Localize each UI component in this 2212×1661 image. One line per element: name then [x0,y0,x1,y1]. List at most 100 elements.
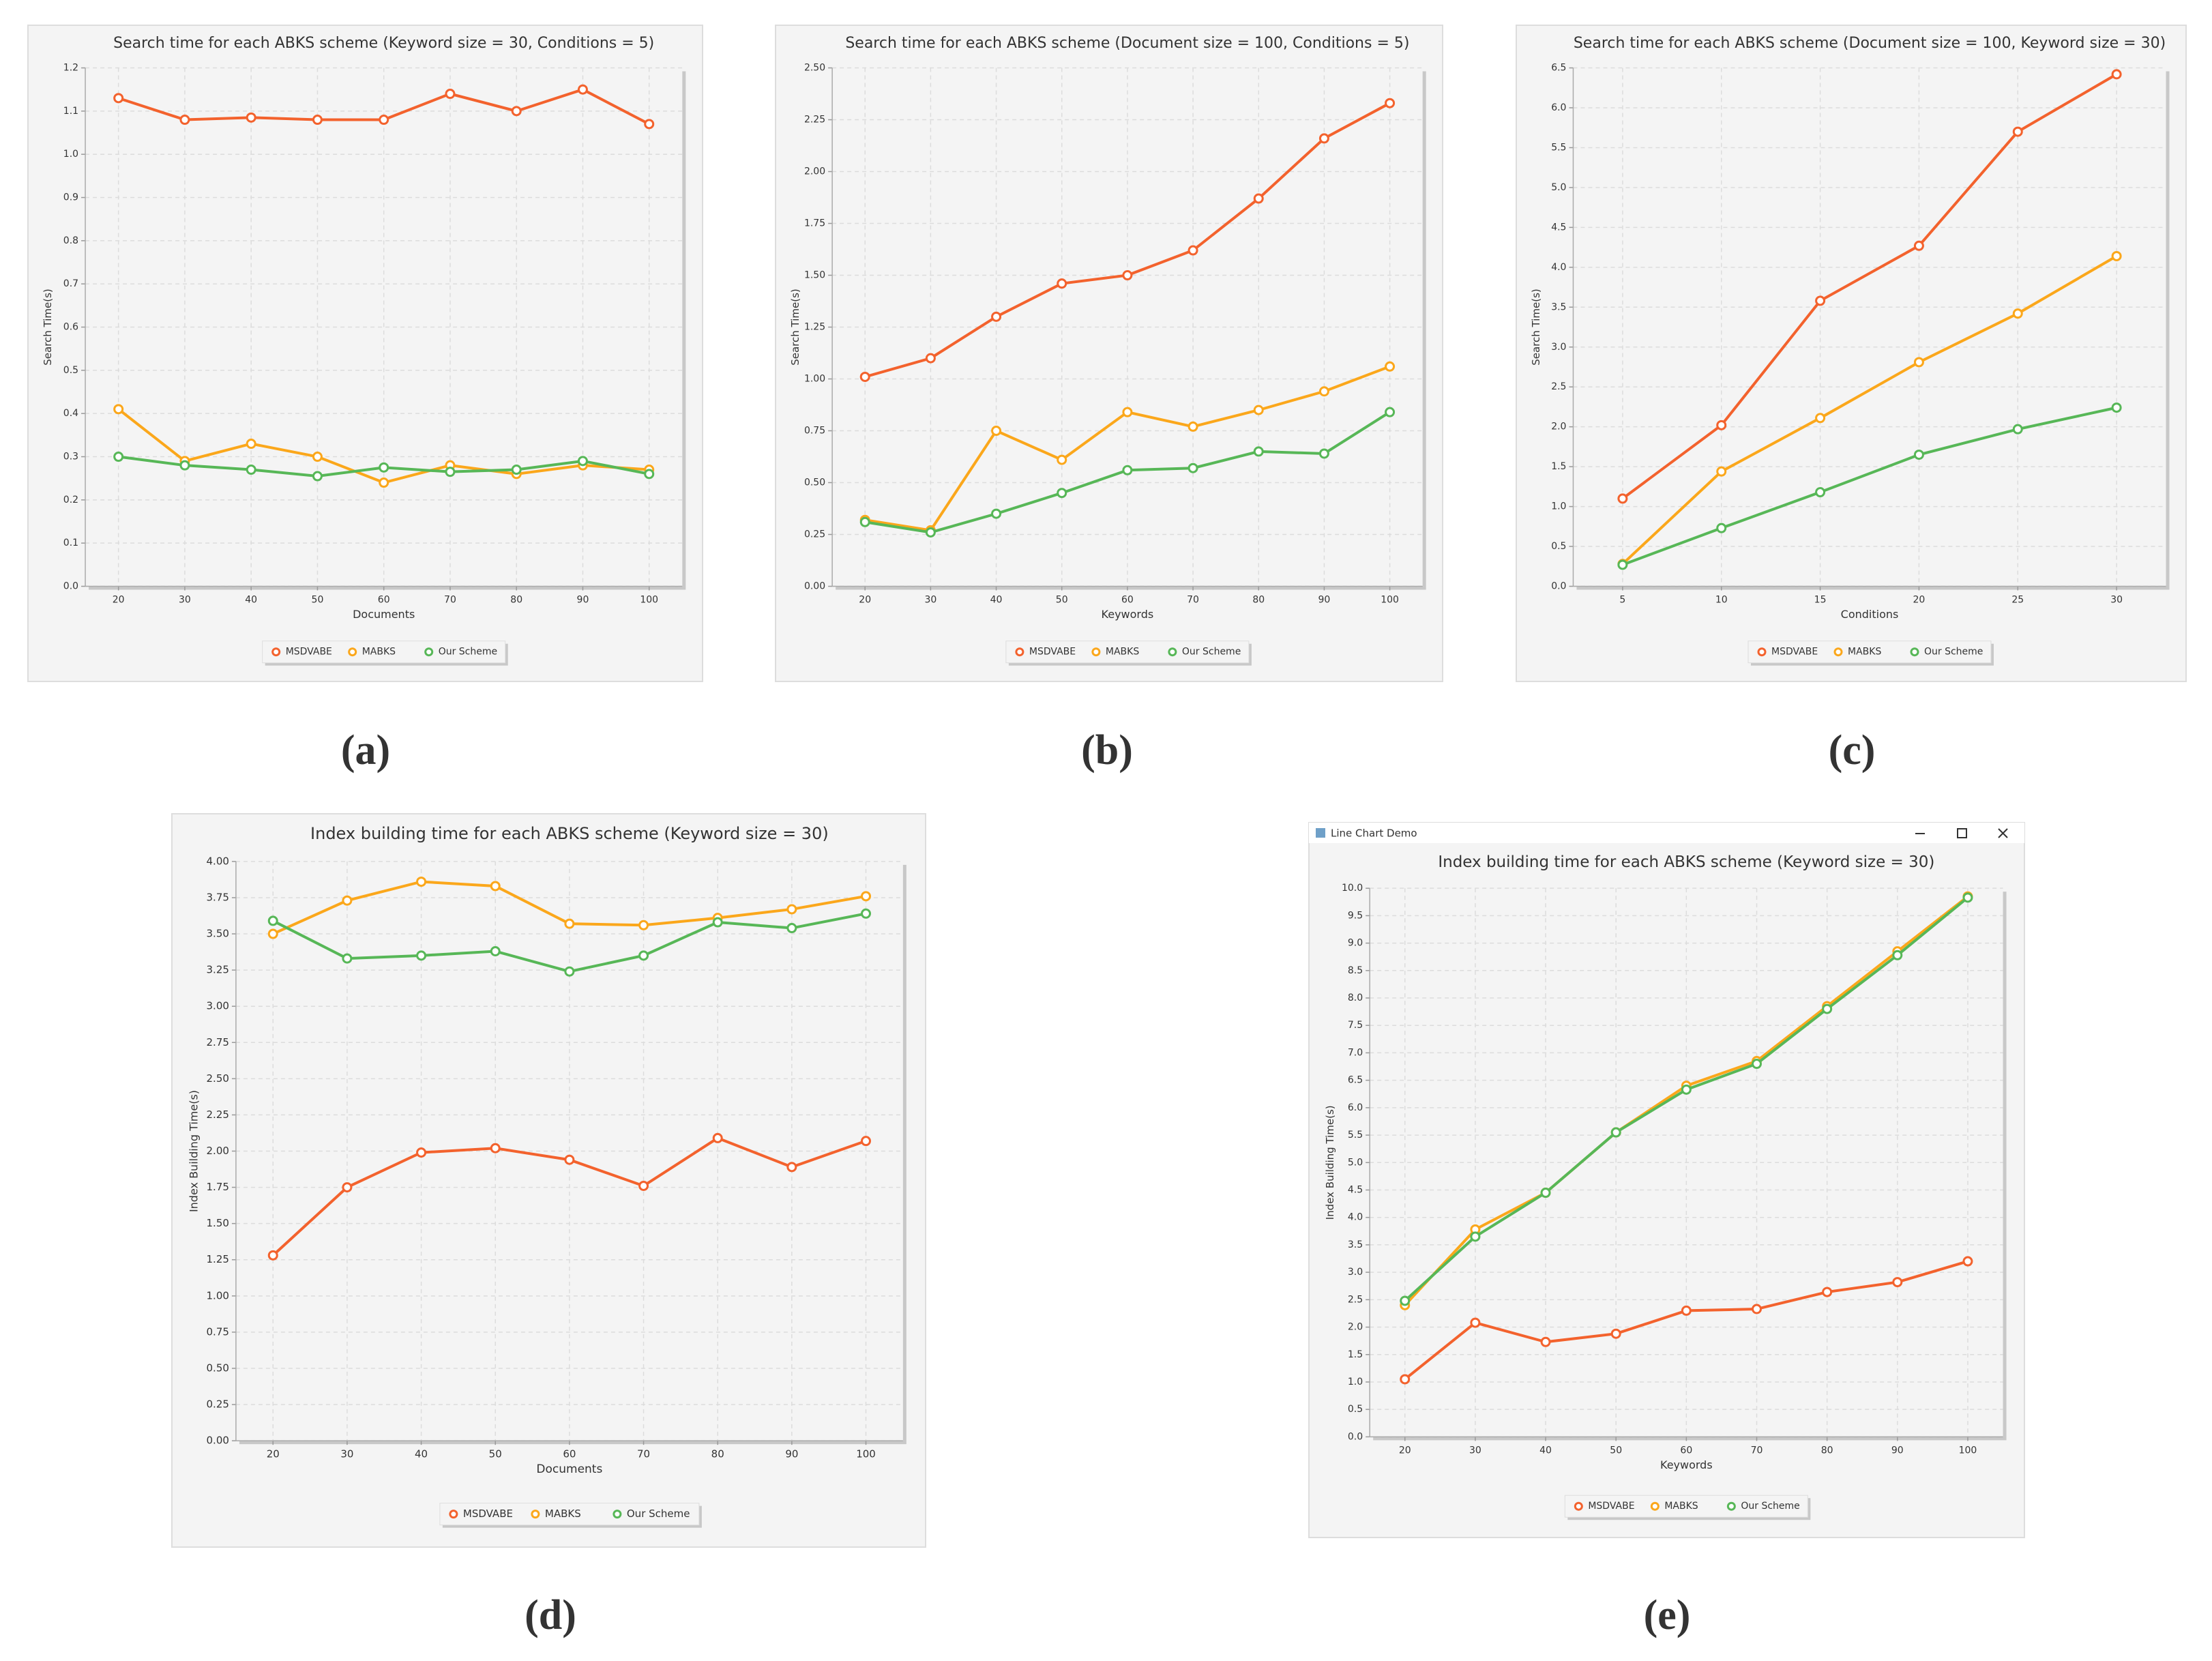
legend-marker [1650,1501,1660,1511]
window-title: Line Chart Demo [1331,827,1417,840]
x-tick-label: 90 [1891,1445,1904,1456]
data-point [925,527,936,538]
data-point [1892,1277,1903,1288]
y-tick-label: 2.50 [207,1072,229,1085]
legend-label: MABKS [1848,647,1881,658]
y-tick-label: 0.0 [63,581,78,592]
data-point [2012,308,2023,319]
y-tick-label: 1.5 [1348,1349,1363,1360]
data-point [267,915,278,926]
data-point [113,93,124,104]
x-tick-label: 80 [711,1448,724,1460]
legend-label: MSDVABE [286,647,332,658]
caption: (a) [341,727,390,774]
y-tick-label: 2.50 [804,63,825,74]
legend-marker [1833,647,1843,657]
data-point [490,881,501,892]
x-axis-label: Documents [536,1462,602,1476]
legend-marker [1091,647,1101,657]
data-point [1253,405,1264,415]
data-point [179,460,190,471]
x-tick-label: 100 [856,1448,876,1460]
window-icon [1316,828,1325,838]
data-point [1400,1295,1411,1306]
y-tick-label: 3.5 [1551,302,1566,312]
x-tick-label: 30 [924,595,937,606]
data-point [991,426,1002,437]
y-tick-label: 0.8 [63,235,78,246]
y-tick-label: 8.0 [1348,993,1363,1003]
y-tick-label: 0.50 [804,477,825,488]
y-tick-label: 2.0 [1551,422,1566,432]
y-tick-label: 6.0 [1551,102,1566,113]
x-tick-label: 10 [1715,595,1728,606]
legend-marker [613,1510,622,1519]
data-point [1122,465,1133,475]
legend-marker [348,647,357,657]
y-tick-label: 1.25 [804,322,825,333]
x-tick-label: 30 [340,1448,353,1460]
y-tick-label: 1.0 [63,149,78,160]
y-tick-label: 4.0 [1551,262,1566,273]
y-tick-label: 7.0 [1348,1047,1363,1058]
data-point [861,1136,872,1147]
x-tick-label: 20 [113,595,125,606]
data-point [1122,270,1133,281]
x-tick-label: 100 [1381,595,1399,606]
y-tick-label: 0.7 [63,278,78,289]
data-point [1913,240,1924,251]
data-point [1188,421,1198,432]
y-axis-label: Index Building Time(s) [1324,1105,1336,1220]
data-point [1057,278,1067,289]
y-tick-label: 6.5 [1348,1075,1363,1086]
y-tick-label: 0.9 [63,192,78,203]
data-point [1681,1084,1692,1095]
data-point [113,452,124,462]
chart-title: Index building time for each ABKS scheme… [310,824,829,843]
caption: (e) [1644,1592,1691,1638]
y-tick-label: 1.0 [1348,1377,1363,1387]
data-point [991,311,1002,322]
data-point [1962,892,1973,903]
data-point [267,928,278,939]
legend-label: MSDVABE [463,1508,513,1520]
data-point [179,115,190,126]
data-point [2111,402,2122,413]
legend-marker [271,647,281,657]
legend-box [1005,641,1250,664]
x-tick-label: 30 [1469,1445,1481,1456]
data-point [1318,133,1329,144]
x-tick-label: 5 [1619,595,1625,606]
legend-marker [424,647,434,657]
y-tick-label: 1.1 [63,106,78,117]
y-tick-label: 6.5 [1551,63,1566,74]
data-point [786,1162,797,1173]
y-tick-label: 3.50 [207,928,229,940]
y-tick-label: 10.0 [1342,883,1363,894]
data-point [786,904,797,915]
data-point [1385,361,1396,372]
chart-panel: Index building time for each ABKS scheme… [171,813,926,1638]
data-point [416,1147,427,1158]
y-tick-label: 0.2 [63,495,78,505]
y-tick-label: 2.00 [804,166,825,177]
data-point [1822,1287,1833,1297]
data-point [1470,1317,1481,1328]
data-point [379,462,389,473]
data-point [1122,407,1133,417]
x-tick-label: 50 [1056,595,1068,606]
legend-marker [1168,647,1177,657]
legend-box [1748,641,1992,664]
data-point [246,465,256,475]
y-tick-label: 1.25 [207,1253,229,1265]
y-tick-label: 0.5 [1348,1404,1363,1415]
y-tick-label: 1.2 [63,63,78,74]
chart-title: Index building time for each ABKS scheme… [1438,853,1934,871]
series-line [1622,406,2117,566]
legend-marker [531,1510,540,1519]
y-tick-label: 0.0 [1551,581,1566,592]
y-tick-label: 3.0 [1348,1267,1363,1278]
legend-label: MSDVABE [1029,647,1076,658]
data-point [267,1250,278,1261]
